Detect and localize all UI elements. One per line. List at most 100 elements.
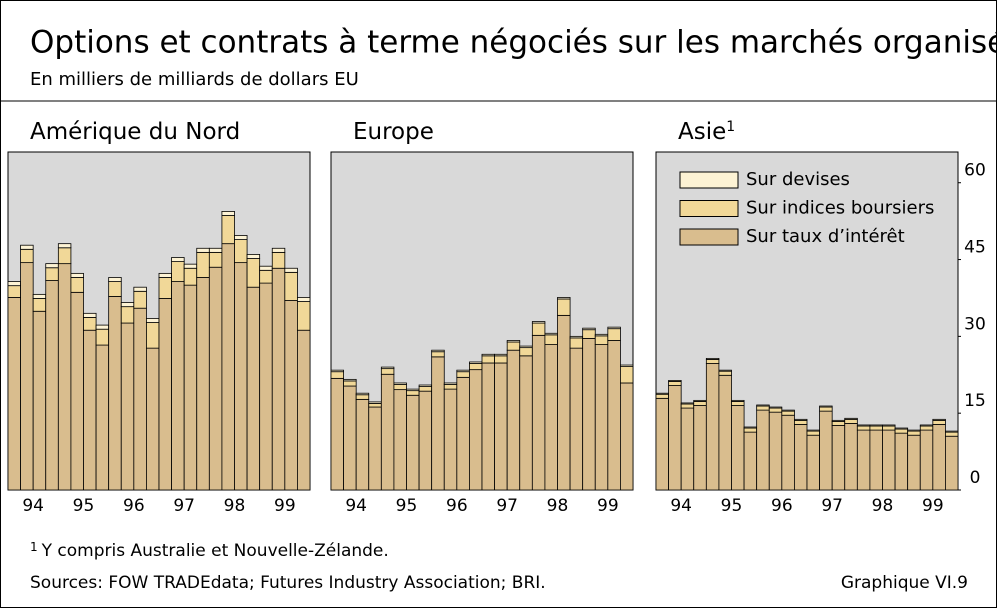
x-tick-label: 95 bbox=[396, 496, 418, 516]
bar-segment bbox=[259, 265, 273, 271]
bar-segment bbox=[945, 435, 959, 491]
bar-segment bbox=[768, 406, 783, 409]
bar-segment bbox=[469, 363, 483, 371]
bar-segment bbox=[406, 390, 420, 396]
sources: Sources: FOW TRADEdata; Futures Industry… bbox=[30, 573, 546, 593]
bar-segment bbox=[594, 344, 609, 491]
bar-segment bbox=[246, 258, 261, 288]
x-tick-label: 99 bbox=[922, 496, 944, 516]
x-tick-label: 95 bbox=[721, 496, 743, 516]
bar-segment bbox=[680, 407, 695, 491]
footnote-marker: 1 bbox=[30, 540, 38, 554]
bar-segment bbox=[882, 424, 896, 427]
bar-segment bbox=[271, 247, 286, 253]
bar-segment bbox=[519, 355, 533, 491]
bar-segment bbox=[620, 382, 634, 491]
bar-segment bbox=[894, 432, 909, 491]
bar-segment bbox=[907, 429, 921, 432]
panel-title-note: 1 bbox=[726, 119, 735, 135]
bar-segment bbox=[146, 318, 160, 323]
bar-segment bbox=[120, 306, 135, 324]
x-tick-label: 94 bbox=[345, 496, 367, 516]
x-tick-label: 94 bbox=[22, 496, 44, 516]
bar-segment bbox=[756, 404, 770, 407]
bar-segment bbox=[831, 425, 846, 491]
x-tick-label: 98 bbox=[224, 496, 246, 516]
legend-label: Sur devises bbox=[746, 169, 850, 190]
bar-segment bbox=[246, 286, 261, 491]
bar-segment bbox=[380, 368, 395, 375]
panel-title-text: Amérique du Nord bbox=[30, 119, 240, 145]
bar-segment bbox=[343, 378, 357, 382]
panel-title-text: Europe bbox=[353, 119, 434, 145]
bar-segment bbox=[343, 385, 357, 491]
bar-segment bbox=[668, 380, 682, 382]
bar-segment bbox=[919, 424, 934, 427]
bar-segment bbox=[158, 272, 172, 278]
bar-segment bbox=[431, 351, 445, 358]
bar-segment bbox=[731, 401, 745, 406]
legend-swatch bbox=[679, 228, 739, 246]
bar-segment bbox=[221, 215, 235, 245]
bar-segment bbox=[569, 337, 584, 349]
x-tick-label: 99 bbox=[597, 496, 619, 516]
bar-segment bbox=[108, 296, 122, 491]
x-tick-label: 97 bbox=[173, 496, 195, 516]
bar-segment bbox=[668, 381, 682, 386]
bar-segment bbox=[83, 317, 97, 331]
bar-segment bbox=[95, 324, 110, 330]
y-tick-label: 30 bbox=[964, 314, 986, 334]
bar-segment bbox=[693, 401, 707, 406]
bar-segment bbox=[368, 401, 382, 404]
x-tick-label: 98 bbox=[872, 496, 894, 516]
bar-segment bbox=[557, 297, 571, 300]
bar-segment bbox=[120, 322, 135, 491]
bar-segment bbox=[171, 281, 185, 491]
bar-segment bbox=[418, 390, 433, 491]
bar-segment bbox=[856, 424, 871, 427]
bar-segment bbox=[343, 380, 357, 387]
bar-segment bbox=[932, 418, 946, 421]
bar-segment bbox=[95, 328, 110, 346]
bar-segment bbox=[781, 410, 795, 416]
bar-segment bbox=[196, 277, 210, 491]
bar-segment bbox=[57, 243, 72, 249]
bar-segment bbox=[607, 328, 621, 341]
bar-segment bbox=[32, 298, 47, 312]
x-tick-label: 97 bbox=[496, 496, 518, 516]
bar-segment bbox=[443, 382, 458, 385]
bar-segment bbox=[768, 411, 783, 491]
bar-segment bbox=[794, 424, 808, 491]
bar-segment bbox=[32, 310, 47, 491]
bar-segment bbox=[393, 384, 407, 391]
bar-segment bbox=[234, 262, 248, 491]
bar-segment bbox=[259, 269, 273, 284]
bar-segment bbox=[932, 419, 946, 425]
bar-segment bbox=[844, 417, 858, 420]
bar-segment bbox=[208, 266, 223, 491]
bar-segment bbox=[705, 357, 720, 360]
bar-segment bbox=[620, 366, 634, 384]
bar-segment bbox=[819, 405, 833, 408]
bar-segment bbox=[806, 430, 820, 436]
bar-segment bbox=[882, 425, 896, 431]
bar-segment bbox=[544, 332, 558, 336]
bar-segment bbox=[582, 327, 596, 331]
bar-segment bbox=[133, 286, 147, 292]
legend-label: Sur taux d’intérêt bbox=[746, 226, 905, 247]
x-tick-label: 96 bbox=[446, 496, 468, 516]
bar-segment bbox=[284, 271, 298, 301]
bar-segment bbox=[456, 369, 470, 373]
bar-segment bbox=[919, 429, 934, 491]
bar-segment bbox=[431, 349, 445, 353]
bar-segment bbox=[718, 370, 732, 376]
bar-segment bbox=[20, 248, 34, 264]
bar-segment bbox=[718, 369, 732, 372]
y-tick-label: 45 bbox=[964, 238, 986, 258]
bar-segment bbox=[330, 371, 344, 379]
bar-segment bbox=[158, 298, 172, 491]
bar-segment bbox=[355, 392, 370, 396]
figure-id: Graphique VI.9 bbox=[841, 573, 968, 593]
bar-segment bbox=[284, 267, 298, 273]
